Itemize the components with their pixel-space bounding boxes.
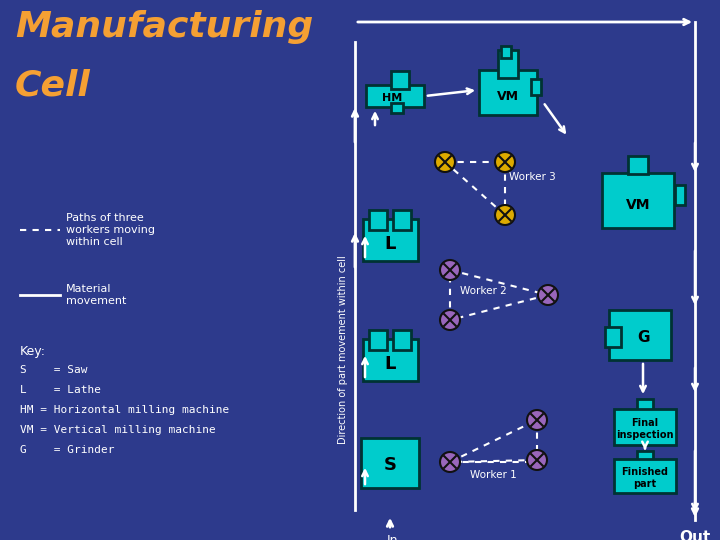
Bar bbox=[628, 156, 648, 174]
Text: G: G bbox=[636, 329, 649, 345]
Text: Direction of part movement within cell: Direction of part movement within cell bbox=[338, 255, 348, 444]
Text: VM: VM bbox=[497, 91, 519, 104]
Bar bbox=[391, 71, 409, 89]
Circle shape bbox=[440, 260, 460, 280]
Circle shape bbox=[435, 152, 455, 172]
Bar bbox=[362, 219, 418, 261]
Bar bbox=[362, 339, 418, 381]
Bar bbox=[366, 85, 424, 107]
Text: L: L bbox=[384, 355, 396, 373]
Circle shape bbox=[538, 285, 558, 305]
Bar bbox=[605, 327, 621, 347]
Bar bbox=[614, 409, 676, 445]
Text: VM = Vertical milling machine: VM = Vertical milling machine bbox=[20, 425, 216, 435]
Bar bbox=[501, 46, 511, 58]
Circle shape bbox=[527, 410, 547, 430]
Bar bbox=[498, 50, 518, 78]
Bar bbox=[393, 330, 411, 350]
Bar bbox=[531, 79, 541, 95]
Text: L: L bbox=[384, 235, 396, 253]
Bar bbox=[391, 103, 403, 113]
Text: HM = Horizontal milling machine: HM = Horizontal milling machine bbox=[20, 405, 229, 415]
Bar bbox=[675, 185, 685, 205]
Text: Cell: Cell bbox=[15, 68, 91, 102]
Bar bbox=[609, 310, 671, 360]
Text: Final
inspection: Final inspection bbox=[616, 418, 674, 440]
Text: HM: HM bbox=[382, 93, 402, 103]
Bar bbox=[369, 330, 387, 350]
Circle shape bbox=[440, 310, 460, 330]
Circle shape bbox=[440, 452, 460, 472]
Bar bbox=[614, 459, 676, 493]
Bar bbox=[393, 210, 411, 230]
Text: Out: Out bbox=[680, 530, 711, 540]
Text: Worker 2: Worker 2 bbox=[460, 286, 507, 296]
Text: Key:: Key: bbox=[20, 345, 46, 358]
Text: In: In bbox=[387, 534, 399, 540]
Text: Worker 3: Worker 3 bbox=[509, 172, 556, 182]
Text: VM: VM bbox=[626, 198, 650, 212]
Text: Worker 1: Worker 1 bbox=[470, 470, 517, 480]
Bar bbox=[602, 172, 674, 227]
Circle shape bbox=[495, 152, 515, 172]
Text: Finished
part: Finished part bbox=[621, 467, 668, 489]
Bar bbox=[637, 451, 653, 465]
Circle shape bbox=[527, 450, 547, 470]
Text: Material
movement: Material movement bbox=[66, 284, 127, 306]
Bar bbox=[361, 438, 419, 488]
Text: S    = Saw: S = Saw bbox=[20, 365, 88, 375]
Text: S: S bbox=[384, 456, 397, 474]
Bar bbox=[637, 399, 653, 415]
Text: L    = Lathe: L = Lathe bbox=[20, 385, 101, 395]
Bar bbox=[479, 70, 537, 114]
Bar bbox=[369, 210, 387, 230]
Text: G    = Grinder: G = Grinder bbox=[20, 445, 114, 455]
Text: Manufacturing: Manufacturing bbox=[15, 10, 313, 44]
Text: Paths of three
workers moving
within cell: Paths of three workers moving within cel… bbox=[66, 213, 155, 247]
Circle shape bbox=[495, 205, 515, 225]
